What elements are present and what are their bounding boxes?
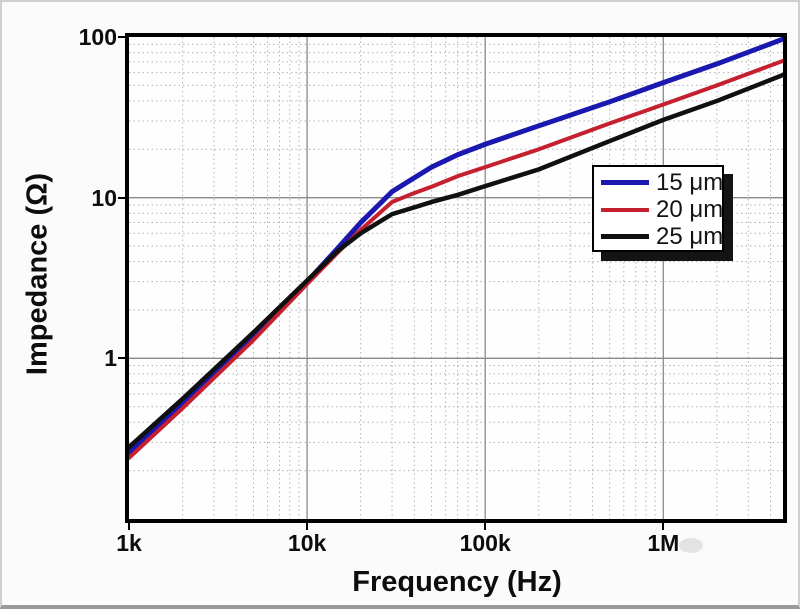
y-tick-mark xyxy=(118,196,126,199)
legend-entry-15um: 15 μm xyxy=(594,168,724,196)
legend-line-blue xyxy=(601,180,649,185)
y-tick-label-1: 1 xyxy=(104,345,117,372)
y-tick-mark xyxy=(118,36,126,38)
legend-box: 15 μm 20 μm 25 μm xyxy=(592,165,724,252)
watermark-smudge xyxy=(679,538,703,553)
legend-label-25um: 25 μm xyxy=(656,222,724,250)
x-tick-label-1k: 1k xyxy=(116,530,142,556)
y-tick-label-10: 10 xyxy=(91,184,117,211)
x-tick-label-10k: 10k xyxy=(287,530,327,556)
y-tick-label-100: 100 xyxy=(78,24,117,50)
plot-area xyxy=(125,33,787,523)
x-tick-label-100k: 100k xyxy=(459,530,511,556)
legend-entry-25um: 25 μm xyxy=(594,222,724,250)
x-tick-mark xyxy=(306,523,309,530)
x-tick-mark xyxy=(484,523,487,530)
legend-entry-20um: 20 μm xyxy=(594,195,724,223)
x-tick-mark xyxy=(128,523,130,530)
legend-label-20um: 20 μm xyxy=(656,195,724,223)
legend-label-15um: 15 μm xyxy=(656,168,724,196)
legend-line-red xyxy=(601,207,649,212)
legend-line-black xyxy=(601,234,649,239)
x-tick-mark xyxy=(662,523,665,530)
series-curve-20-μm xyxy=(129,58,783,460)
x-axis-title: Frequency (Hz) xyxy=(352,566,562,598)
series-curve-25-μm xyxy=(129,72,783,450)
y-tick-mark xyxy=(118,357,126,360)
x-tick-label-1M: 1M xyxy=(647,530,680,556)
chart-canvas xyxy=(129,37,783,519)
